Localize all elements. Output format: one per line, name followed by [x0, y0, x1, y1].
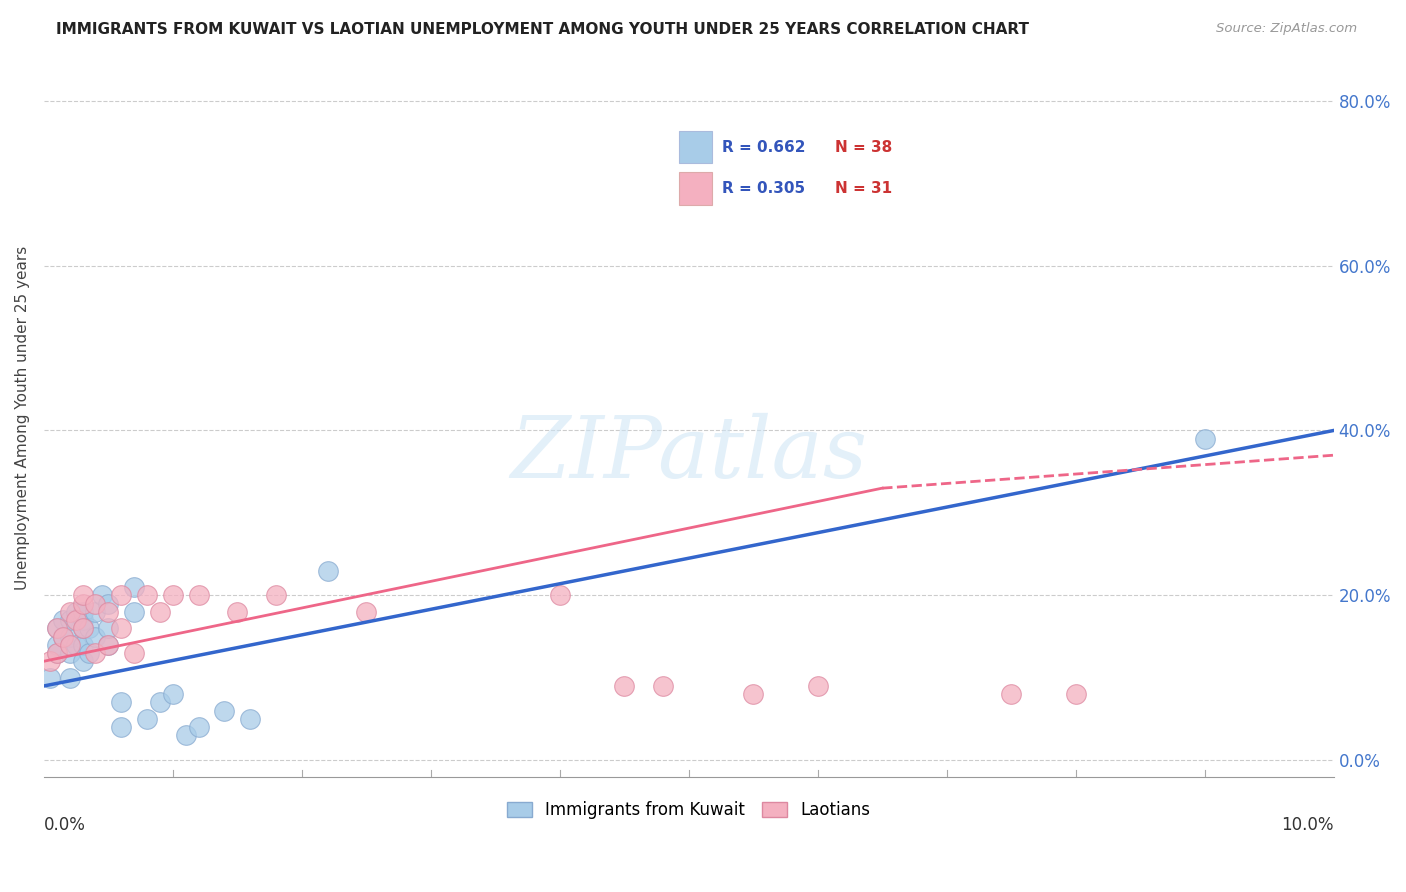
Point [59, 613, 82, 627]
Text: R = 0.662: R = 0.662 [721, 140, 806, 155]
Point [72, 621, 94, 635]
Point [1194, 432, 1216, 446]
Point [149, 695, 172, 709]
Point [84, 597, 107, 611]
Text: N = 31: N = 31 [835, 181, 891, 196]
Point [149, 605, 172, 619]
Point [84, 630, 107, 644]
Text: ZIPatlas: ZIPatlas [510, 413, 868, 495]
Point [264, 588, 287, 602]
Point [52, 630, 75, 644]
Text: N = 38: N = 38 [835, 140, 891, 155]
Point [110, 621, 132, 635]
Point [110, 720, 132, 734]
Point [52, 613, 75, 627]
Text: IMMIGRANTS FROM KUWAIT VS LAOTIAN UNEMPLOYMENT AMONG YOUTH UNDER 25 YEARS CORREL: IMMIGRANTS FROM KUWAIT VS LAOTIAN UNEMPL… [56, 22, 1029, 37]
Point [110, 588, 132, 602]
Y-axis label: Unemployment Among Youth under 25 years: Unemployment Among Youth under 25 years [15, 246, 30, 591]
Point [97, 605, 120, 619]
Point [84, 646, 107, 660]
Point [162, 687, 184, 701]
Point [136, 588, 159, 602]
Point [97, 597, 120, 611]
Point [84, 605, 107, 619]
Point [59, 671, 82, 685]
Bar [679, 172, 713, 204]
Point [174, 728, 197, 742]
Text: R = 0.305: R = 0.305 [721, 181, 806, 196]
Point [122, 605, 145, 619]
Point [1064, 687, 1087, 701]
Point [742, 687, 765, 701]
Point [72, 621, 94, 635]
Point [45, 638, 67, 652]
Point [122, 646, 145, 660]
Point [39, 671, 62, 685]
Point [65, 613, 87, 627]
Point [45, 621, 67, 635]
Point [162, 588, 184, 602]
Point [807, 679, 830, 693]
Point [90, 588, 112, 602]
Point [65, 638, 87, 652]
Point [59, 605, 82, 619]
Point [52, 630, 75, 644]
Point [45, 646, 67, 660]
Text: 10.0%: 10.0% [1281, 816, 1334, 834]
Point [72, 638, 94, 652]
Point [59, 646, 82, 660]
Point [97, 638, 120, 652]
Point [72, 605, 94, 619]
Point [97, 638, 120, 652]
Point [72, 597, 94, 611]
Point [122, 580, 145, 594]
Point [72, 588, 94, 602]
Point [77, 646, 100, 660]
Point [187, 588, 209, 602]
Point [39, 654, 62, 668]
Point [110, 695, 132, 709]
Point [65, 605, 87, 619]
Point [548, 588, 571, 602]
Point [97, 621, 120, 635]
Text: 0.0%: 0.0% [44, 816, 86, 834]
Point [356, 605, 378, 619]
Point [1000, 687, 1022, 701]
Point [613, 679, 636, 693]
Point [45, 621, 67, 635]
Point [77, 621, 100, 635]
Legend: Immigrants from Kuwait, Laotians: Immigrants from Kuwait, Laotians [501, 794, 877, 826]
Point [214, 704, 236, 718]
Text: Source: ZipAtlas.com: Source: ZipAtlas.com [1216, 22, 1357, 36]
Point [59, 630, 82, 644]
Point [226, 605, 249, 619]
Point [316, 564, 339, 578]
Point [652, 679, 675, 693]
Point [136, 712, 159, 726]
Point [72, 654, 94, 668]
Point [45, 646, 67, 660]
Bar [679, 131, 713, 163]
Point [239, 712, 262, 726]
Point [59, 638, 82, 652]
Point [187, 720, 209, 734]
Point [72, 613, 94, 627]
